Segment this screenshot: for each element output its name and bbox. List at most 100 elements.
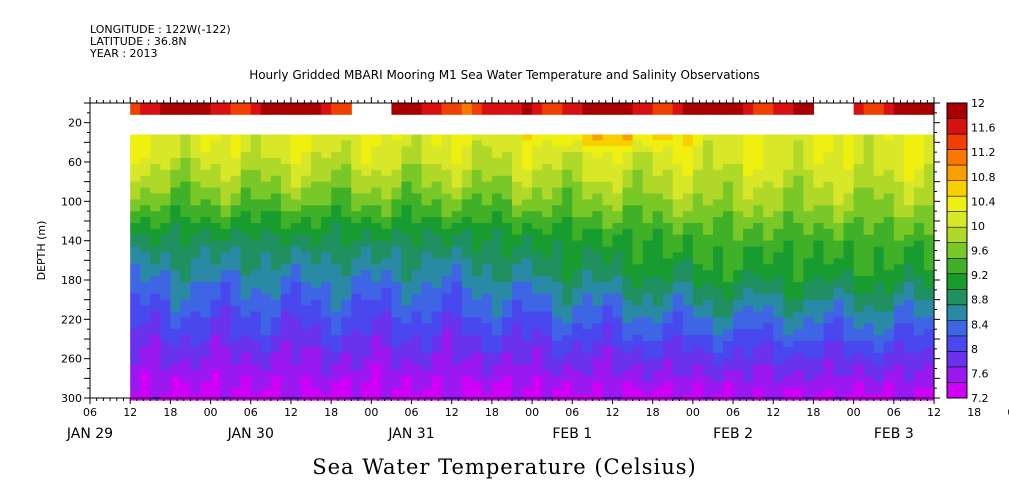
temperature-cell xyxy=(652,240,664,248)
temperature-cell xyxy=(421,376,433,383)
temperature-cell xyxy=(702,217,714,224)
colorbar-swatch xyxy=(947,366,967,383)
temperature-cell xyxy=(753,234,764,242)
temperature-cell xyxy=(652,394,664,401)
temperature-cell xyxy=(612,382,624,389)
temperature-cell xyxy=(260,376,272,383)
temperature-cell xyxy=(843,311,855,318)
temperature-cell xyxy=(923,346,935,354)
temperature-cell xyxy=(833,340,845,348)
temperature-cell xyxy=(180,358,192,366)
temperature-cell xyxy=(351,276,362,283)
temperature-cell xyxy=(582,228,593,236)
temperature-cell xyxy=(793,370,804,377)
temperature-cell xyxy=(371,258,382,265)
temperature-cell xyxy=(542,293,553,301)
temperature-cell xyxy=(602,352,614,360)
temperature-cell xyxy=(491,217,503,224)
temperature-cell xyxy=(421,234,433,242)
temperature-cell xyxy=(622,163,634,171)
temperature-cell xyxy=(180,305,192,313)
temperature-cell xyxy=(853,370,865,377)
temperature-cell xyxy=(150,382,161,389)
temperature-cell xyxy=(341,163,352,171)
temperature-cell xyxy=(280,276,292,283)
temperature-cell xyxy=(783,358,794,366)
temperature-cell xyxy=(260,281,272,289)
temperature-cell xyxy=(240,364,252,372)
temperature-cell xyxy=(351,364,362,372)
temperature-cell xyxy=(270,358,282,366)
temperature-cell xyxy=(170,305,182,313)
temperature-cell xyxy=(341,205,352,212)
temperature-cell xyxy=(371,281,382,289)
temperature-cell xyxy=(250,228,262,236)
temperature-cell xyxy=(180,258,192,265)
temperature-cell xyxy=(562,323,573,330)
x-tick-label: 18 xyxy=(163,406,177,419)
temperature-cell xyxy=(321,252,332,259)
temperature-cell xyxy=(301,394,312,401)
temperature-cell xyxy=(783,376,794,383)
temperature-cell xyxy=(702,388,714,395)
temperature-cell xyxy=(220,335,232,342)
temperature-cell xyxy=(652,299,664,307)
temperature-cell xyxy=(391,376,403,383)
temperature-cell xyxy=(702,211,714,218)
temperature-cell xyxy=(431,311,443,318)
temperature-cell xyxy=(652,323,664,330)
temperature-cell xyxy=(572,299,583,307)
temperature-cell xyxy=(702,193,714,200)
temperature-cell xyxy=(692,234,704,242)
temperature-cell xyxy=(341,264,352,271)
temperature-cell xyxy=(170,140,182,147)
temperature-cell xyxy=(632,281,644,289)
temperature-cell xyxy=(130,364,141,372)
temperature-cell xyxy=(572,311,583,318)
temperature-cell xyxy=(301,346,312,354)
temperature-cell xyxy=(361,240,372,248)
temperature-cell xyxy=(692,211,704,218)
temperature-cell xyxy=(471,352,483,360)
temperature-cell xyxy=(130,217,141,224)
temperature-cell xyxy=(371,276,382,283)
temperature-cell xyxy=(823,293,835,301)
temperature-cell xyxy=(823,252,835,259)
temperature-cell xyxy=(903,364,915,372)
temperature-cell xyxy=(381,175,393,183)
surface-cell xyxy=(150,103,161,115)
temperature-cell xyxy=(572,252,583,259)
temperature-cell xyxy=(391,293,403,301)
temperature-cell xyxy=(773,335,784,342)
temperature-cell xyxy=(702,240,714,248)
temperature-cell xyxy=(682,329,694,336)
temperature-cell xyxy=(471,211,483,218)
temperature-cell xyxy=(913,199,925,206)
temperature-cell xyxy=(883,335,895,342)
temperature-cell xyxy=(632,335,644,342)
temperature-cell xyxy=(341,293,352,301)
temperature-cell xyxy=(461,311,473,318)
temperature-cell xyxy=(702,264,714,271)
temperature-cell xyxy=(692,217,704,224)
temperature-cell xyxy=(803,163,815,171)
temperature-cell xyxy=(903,311,915,318)
surface-cell xyxy=(622,103,634,115)
temperature-cell xyxy=(552,388,563,395)
temperature-cell xyxy=(763,276,774,283)
temperature-cell xyxy=(190,211,202,218)
temperature-cell xyxy=(602,217,614,224)
temperature-cell xyxy=(200,293,212,301)
temperature-cell xyxy=(150,270,161,277)
temperature-cell xyxy=(712,287,724,295)
temperature-cell xyxy=(522,394,533,401)
temperature-cell xyxy=(682,293,694,301)
temperature-cell xyxy=(130,181,141,189)
temperature-cell xyxy=(522,246,533,254)
temperature-cell xyxy=(873,388,885,395)
temperature-cell xyxy=(180,175,192,183)
temperature-cell xyxy=(692,240,704,248)
temperature-cell xyxy=(923,382,935,389)
temperature-cell xyxy=(130,287,141,295)
temperature-cell xyxy=(622,258,634,265)
